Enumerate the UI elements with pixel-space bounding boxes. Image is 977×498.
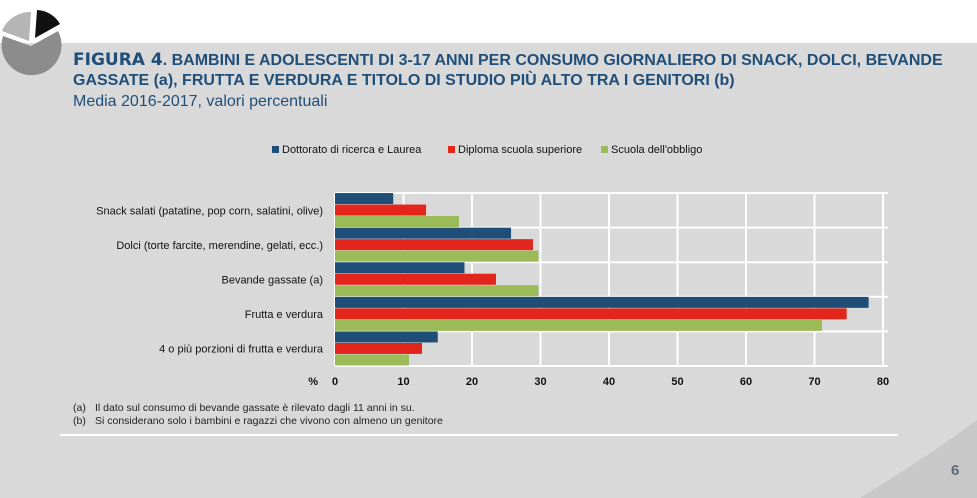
x-tick-label: 40 (603, 376, 615, 388)
footnote-b: (b) Si considerano solo i bambini e ragaz… (73, 415, 443, 428)
figure-subtitle: Media 2016-2017, valori percentuali (73, 93, 328, 110)
legend-swatch (272, 146, 279, 153)
title-text: . BAMBINI E ADOLESCENTI DI 3-17 ANNI PER… (73, 52, 943, 89)
bar (335, 273, 496, 285)
category-label: Bevande gassate (a) (221, 275, 323, 287)
category-label: Frutta e verdura (245, 309, 324, 321)
bar (335, 204, 427, 216)
category-label: Snack salati (patatine, pop corn, salati… (96, 205, 323, 217)
footnote-key: (b) (73, 415, 86, 427)
x-tick-label: 80 (877, 376, 889, 388)
bar (335, 308, 847, 320)
legend-label: Diploma scuola superiore (458, 144, 582, 156)
bar (335, 331, 438, 343)
footnote-key: (a) (73, 402, 86, 414)
footnote-text: Il dato sul consumo di bevande gassate è… (95, 402, 415, 414)
footnote-text: Si considerano solo i bambini e ragazzi … (95, 415, 443, 427)
x-tick-label: 60 (740, 376, 752, 388)
bar (335, 216, 459, 228)
footnotes: (a) Il dato sul consumo di bevande gassat… (73, 402, 443, 428)
legend-swatch (601, 146, 608, 153)
category-label: 4 o più porzioni di frutta e verdura (159, 344, 324, 356)
top-band (0, 0, 977, 43)
page-number: 6 (951, 462, 960, 479)
x-tick-label: 0 (332, 376, 338, 388)
corner-shape (860, 420, 977, 498)
bar (335, 296, 869, 308)
divider (60, 434, 898, 436)
x-tick-label: 10 (397, 376, 409, 388)
bar (335, 193, 394, 205)
legend-swatch (448, 146, 455, 153)
bar (335, 354, 409, 366)
x-tick-label: 30 (534, 376, 546, 388)
bar (335, 239, 533, 251)
pie-chart-icon (1, 10, 62, 76)
legend-label: Scuola dell'obbligo (611, 144, 702, 156)
x-tick-label: 20 (466, 376, 478, 388)
category-label: Dolci (torte farcite, merendine, gelati,… (116, 240, 323, 252)
bar (335, 285, 539, 297)
x-axis-label: % (308, 376, 318, 388)
bar (335, 319, 823, 331)
footnote-a: (a) Il dato sul consumo di bevande gassat… (73, 402, 443, 415)
bar (335, 262, 465, 274)
figure-title: FIGURA 4. BAMBINI E ADOLESCENTI DI 3-17 … (73, 50, 953, 91)
bar (335, 227, 512, 239)
legend-label: Dottorato di ricerca e Laurea (282, 144, 422, 156)
x-tick-label: 70 (808, 376, 820, 388)
figure-label: FIGURA 4 (73, 50, 163, 70)
bar (335, 342, 422, 354)
x-tick-label: 50 (671, 376, 683, 388)
bar (335, 250, 539, 262)
